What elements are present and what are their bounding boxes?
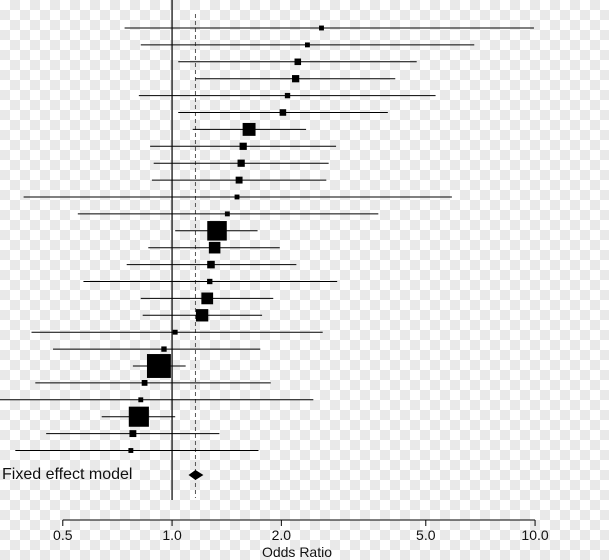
study-estimate-square [161,346,167,352]
study-estimate-square [242,122,256,136]
study-row [15,448,259,453]
study-row [175,221,258,241]
study-estimate-square [234,194,240,200]
x-tick-label: 0.5 [53,527,73,543]
study-estimate-square [319,25,324,31]
study-row [46,430,220,438]
study-estimate-square [304,42,310,48]
study-estimate-square [146,354,171,378]
study-row [142,309,263,322]
study-estimate-square [235,176,243,184]
x-axis: 0.5 1.0 2.0 5.0 10.0 [53,519,549,543]
study-row [192,122,307,136]
x-tick-label: 2.0 [272,527,292,543]
x-tick-label: 1.0 [162,527,182,543]
study-estimate-square [129,430,137,438]
study-estimate-square [207,221,227,241]
study-row [148,241,280,254]
study-row [83,278,338,285]
study-estimate-square [141,380,148,386]
study-row [178,109,388,116]
study-estimate-square [201,292,214,305]
study-row [140,292,274,305]
study-row [124,25,534,31]
study-row [195,75,396,83]
study-estimate-square [128,448,134,453]
study-estimate-square [195,309,209,322]
study-estimate-square [237,159,245,167]
study-rows [0,25,534,453]
study-estimate-square [239,142,247,150]
study-row [126,260,297,269]
study-row [23,194,452,200]
study-row [153,159,329,167]
study-row [31,329,323,335]
study-row [53,346,261,352]
study-estimate-square [138,397,144,403]
study-row [150,142,337,150]
study-row [132,354,186,378]
x-tick-label: 10.0 [521,527,548,543]
x-tick-label: 5.0 [416,527,436,543]
study-row [35,380,271,386]
study-estimate-square [279,109,287,116]
guide-lines [171,0,196,500]
study-row [77,211,379,217]
study-row [0,397,314,403]
study-estimate-square [208,241,221,254]
study-estimate-square [207,260,215,269]
fixed-effect-row: Fixed effect model [2,466,204,483]
study-estimate-square [224,211,230,217]
study-row [101,406,176,427]
study-estimate-square [128,406,149,427]
study-row [138,92,436,99]
study-row [178,58,417,66]
study-estimate-square [294,58,302,66]
study-estimate-square [292,75,300,83]
fixed-effect-label: Fixed effect model [2,466,132,483]
study-row [151,176,327,184]
x-axis-title: Odds Ratio [262,544,332,560]
fixed-effect-diamond [188,470,204,480]
study-row [140,42,475,48]
study-estimate-square [172,329,178,335]
study-estimate-square [284,92,291,99]
study-estimate-square [207,278,213,285]
